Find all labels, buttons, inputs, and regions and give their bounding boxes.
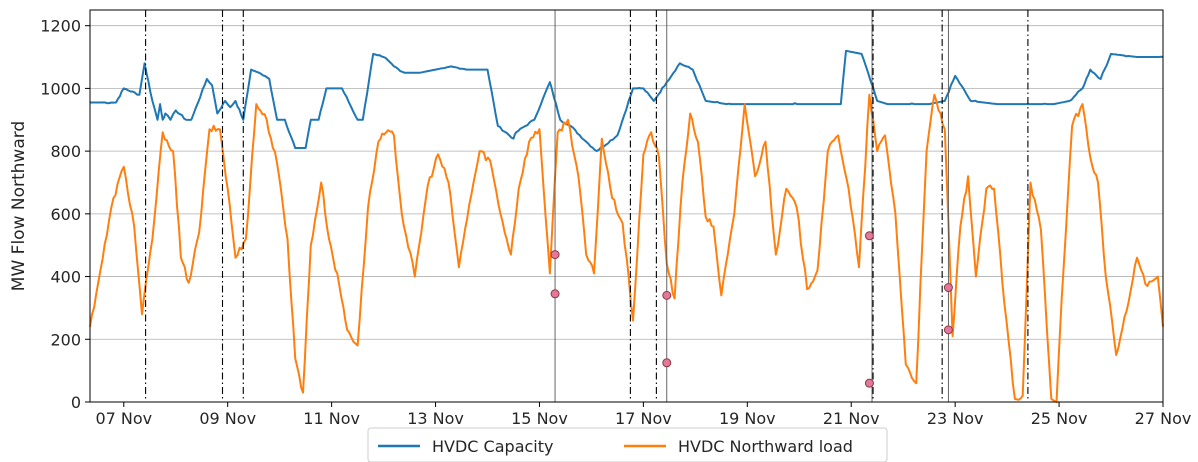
x-tick-label: 17 Nov bbox=[615, 409, 672, 428]
event-lines bbox=[146, 10, 1028, 402]
y-axis: 0 200 400 600 800 1000 1200 bbox=[40, 17, 90, 412]
event-marker bbox=[865, 379, 873, 387]
series-line-capacity bbox=[90, 51, 1163, 151]
event-markers bbox=[551, 232, 952, 387]
event-marker bbox=[551, 251, 559, 259]
x-tick-label: 27 Nov bbox=[1135, 409, 1192, 428]
event-marker bbox=[944, 326, 952, 334]
x-tick-label: 13 Nov bbox=[407, 409, 464, 428]
event-marker bbox=[865, 232, 873, 240]
x-tick-label: 11 Nov bbox=[303, 409, 360, 428]
event-marker bbox=[663, 291, 671, 299]
x-tick-label: 07 Nov bbox=[95, 409, 152, 428]
event-marker bbox=[551, 290, 559, 298]
legend-label-load: HVDC Northward load bbox=[678, 437, 853, 456]
event-marker bbox=[663, 359, 671, 367]
x-axis: 07 Nov 09 Nov 11 Nov 13 Nov 15 Nov 17 Nov 19 N… bbox=[95, 402, 1191, 428]
x-tick-label: 09 Nov bbox=[199, 409, 256, 428]
event-marker bbox=[944, 284, 952, 292]
x-tick-label: 15 Nov bbox=[511, 409, 568, 428]
y-tick-label: 200 bbox=[50, 330, 81, 349]
series-line-load bbox=[90, 95, 1163, 402]
y-tick-label: 600 bbox=[50, 205, 81, 224]
y-axis-title: MW Flow Northward bbox=[9, 121, 29, 291]
x-tick-label: 25 Nov bbox=[1031, 409, 1088, 428]
x-tick-label: 21 Nov bbox=[823, 409, 880, 428]
y-tick-label: 1000 bbox=[40, 79, 81, 98]
legend-label-capacity: HVDC Capacity bbox=[432, 437, 553, 456]
y-tick-label: 0 bbox=[71, 393, 81, 412]
x-tick-label: 23 Nov bbox=[927, 409, 984, 428]
y-tick-label: 1200 bbox=[40, 17, 81, 36]
y-tick-label: 800 bbox=[50, 142, 81, 161]
x-tick-label: 19 Nov bbox=[719, 409, 776, 428]
y-tick-label: 400 bbox=[50, 268, 81, 287]
legend: HVDC Capacity HVDC Northward load bbox=[368, 428, 887, 462]
gridlines bbox=[90, 26, 1163, 402]
series-group bbox=[90, 51, 1163, 402]
